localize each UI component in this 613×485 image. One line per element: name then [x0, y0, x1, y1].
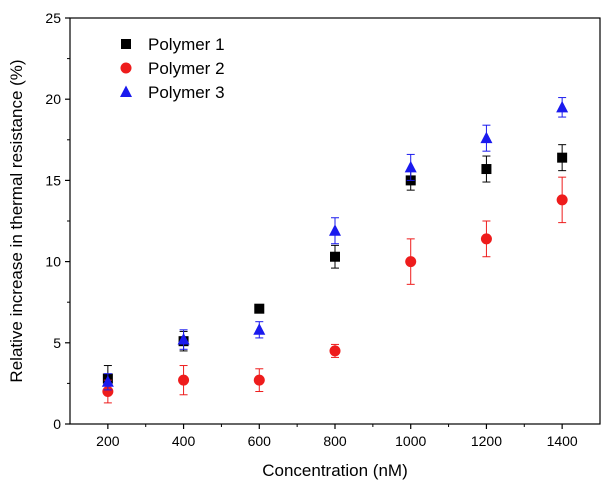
x-tick-label: 400 — [172, 433, 196, 449]
legend-marker-1 — [121, 39, 131, 49]
x-tick-label: 1200 — [471, 433, 502, 449]
data-point — [557, 152, 568, 163]
y-tick-label: 10 — [45, 254, 61, 270]
y-tick-label: 5 — [53, 335, 61, 351]
data-point — [102, 386, 114, 398]
data-point — [253, 374, 265, 386]
legend-marker-2 — [120, 62, 132, 74]
y-tick-label: 0 — [53, 416, 61, 432]
data-point — [178, 374, 190, 386]
y-tick-label: 20 — [45, 91, 61, 107]
data-point — [556, 100, 569, 113]
x-tick-label: 200 — [96, 433, 120, 449]
data-point — [480, 233, 492, 245]
x-tick-label: 1000 — [395, 433, 426, 449]
data-point — [480, 131, 493, 144]
data-point — [404, 160, 417, 173]
data-point — [254, 303, 265, 314]
y-axis-title: Relative increase in thermal resistance … — [7, 59, 26, 382]
x-tick-label: 1400 — [547, 433, 578, 449]
y-axis: 0 5 10 15 20 25 — [45, 10, 70, 432]
x-tick-label: 800 — [323, 433, 347, 449]
legend-label-2: Polymer 2 — [148, 59, 225, 78]
data-point — [481, 164, 492, 175]
legend-marker-3 — [120, 85, 132, 97]
x-axis-title: Concentration (nM) — [262, 461, 408, 480]
legend: Polymer 1 Polymer 2 Polymer 3 — [120, 35, 225, 102]
x-axis: 200 400 600 800 1000 1200 1400 — [96, 424, 578, 449]
legend-label-3: Polymer 3 — [148, 83, 225, 102]
series-2 — [102, 176, 568, 404]
data-point — [253, 323, 266, 335]
y-tick-label: 25 — [45, 10, 61, 26]
y-tick-label: 15 — [45, 172, 61, 188]
series-layer — [101, 97, 569, 404]
data-point — [329, 224, 341, 236]
data-point — [329, 345, 341, 357]
data-point — [330, 251, 340, 262]
data-point — [177, 333, 190, 345]
data-point — [101, 375, 114, 387]
legend-label-1: Polymer 1 — [148, 35, 225, 54]
data-point — [405, 256, 417, 268]
data-point — [556, 194, 568, 206]
series-3 — [101, 97, 569, 391]
x-tick-label: 600 — [248, 433, 272, 449]
